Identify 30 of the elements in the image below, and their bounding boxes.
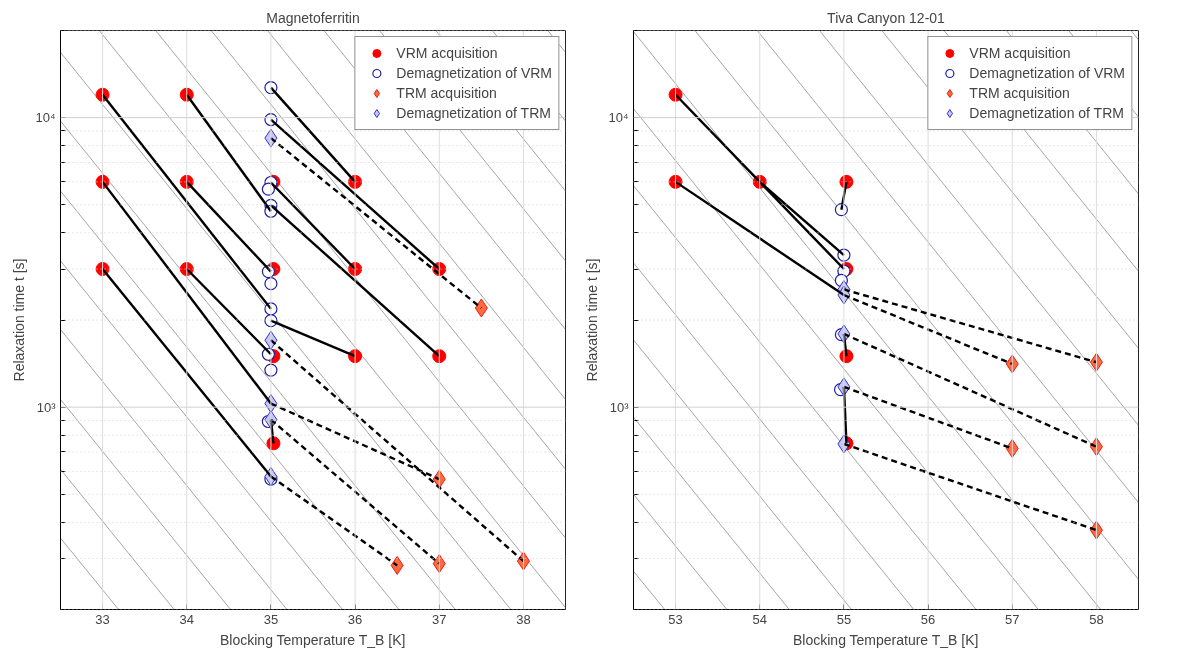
y-axis-title: Relaxation time t [s] [11,258,28,382]
x-axis-title: Blocking Temperature T_B [K] [220,631,406,648]
x-tick-label: 56 [920,611,936,627]
y-tick-label: 10³ [36,399,57,415]
x-tick-label: 38 [516,611,531,627]
legend-label: VRM acquisition [969,45,1071,61]
x-tick-label: 33 [95,611,110,627]
x-tick-label: 34 [179,611,194,627]
legend-label: VRM acquisition [396,45,498,61]
x-tick-label: 35 [263,611,279,627]
legend-label: TRM acquisition [969,85,1070,101]
x-axis-title: Blocking Temperature T_B [K] [793,631,979,648]
chart-title: Magnetoferritin [266,9,360,26]
x-tick-label: 37 [432,611,447,627]
x-tick-label: 58 [1089,611,1104,627]
y-tick-label: 10³ [609,399,630,415]
y-axis-title: Relaxation time t [s] [584,258,601,382]
y-tick-label: 10⁴ [35,110,56,126]
x-tick-label: 36 [347,611,363,627]
y-tick-label: 10⁴ [608,110,629,126]
legend-label: Demagnetization of TRM [396,105,551,121]
x-tick-label: 57 [1005,611,1020,627]
x-tick-label: 54 [752,611,767,627]
legend-label: Demagnetization of VRM [396,65,552,81]
legend-label: TRM acquisition [396,85,497,101]
x-tick-label: 55 [836,611,852,627]
legend-label: Demagnetization of VRM [969,65,1125,81]
legend-label: Demagnetization of TRM [969,105,1124,121]
x-tick-label: 53 [668,611,683,627]
chart-title: Tiva Canyon 12-01 [827,9,946,26]
